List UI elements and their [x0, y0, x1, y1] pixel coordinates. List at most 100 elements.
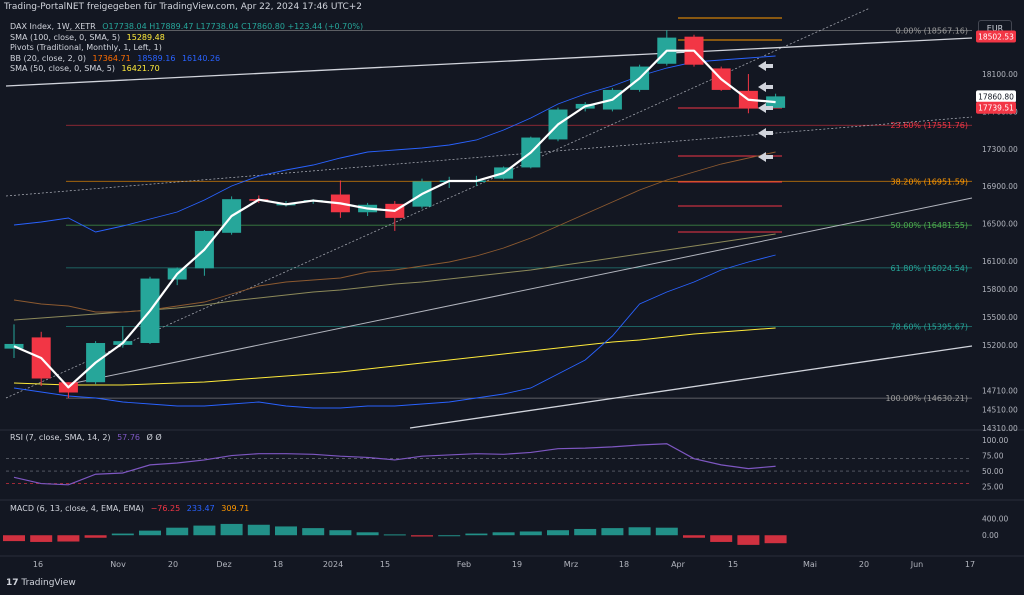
y-tick-label: 17300.00: [982, 145, 1018, 154]
white-average-line: [13, 49, 776, 389]
y-tick-label: 14310.00: [982, 424, 1018, 433]
macd-histogram-bar: [655, 527, 678, 536]
macd-histogram-bar: [3, 535, 25, 542]
bb-upper-value: 18589.16: [137, 53, 176, 63]
arrow-marker-icon: [758, 82, 773, 92]
pivots-label: Pivots (Traditional, Monthly, 1, Left, 1…: [10, 43, 162, 52]
x-tick-label: 18: [619, 560, 629, 569]
arrow-marker-icon: [758, 103, 773, 113]
pivots-row[interactable]: Pivots (Traditional, Monthly, 1, Left, 1…: [10, 43, 363, 54]
bb-lower-value: 16140.26: [181, 53, 221, 63]
y-tick-label: 15800.00: [982, 285, 1018, 294]
sma50-line: [13, 233, 776, 321]
x-tick-label: 17: [965, 560, 975, 569]
macd-histogram-bar: [193, 525, 216, 536]
macd-histogram-bar: [356, 532, 379, 536]
fib-level-label: 100.00% (14630.21): [885, 394, 968, 403]
macd-histogram-bar: [574, 528, 597, 536]
macd-histogram-bar: [465, 533, 488, 536]
rsi-tick-label: 100.00: [982, 436, 1008, 445]
macd-histogram-bar: [329, 530, 352, 536]
rsi-extra: Ø Ø: [146, 433, 162, 442]
trend-line-upper: [5, 37, 973, 87]
macd-histogram-bar: [519, 531, 542, 536]
fib-level-label: 23.60% (17551.76): [891, 121, 968, 130]
arrow-marker-icon: [758, 152, 773, 162]
macd-value-2: 233.47: [186, 504, 215, 513]
sma100-row[interactable]: SMA (100, close, 0, SMA, 5) 15289.48: [10, 33, 363, 44]
arrow-marker-icon: [758, 61, 773, 71]
bb-basis-line: [13, 151, 776, 313]
y-tick-label: 14710.00: [982, 387, 1018, 396]
price-tag-last: [976, 90, 1016, 103]
symbol-label: DAX Index, 1W, XETR: [10, 22, 96, 31]
macd-histogram-bar: [383, 534, 406, 536]
macd-histogram-bar: [111, 533, 134, 536]
macd-histogram-bar: [57, 535, 80, 542]
tradingview-logo-icon: 17: [6, 578, 19, 588]
y-tick-label: 15200.00: [982, 341, 1018, 350]
y-tick-label: 14510.00: [982, 405, 1018, 414]
ohlc-values: O17738.04 H17889.47 L17738.04 C17860.80 …: [102, 22, 364, 31]
macd-value-3: 309.71: [221, 504, 250, 513]
x-tick-label: Mai: [803, 560, 817, 569]
macd-histogram-bar: [547, 530, 569, 536]
macd-histogram-bar: [683, 535, 705, 538]
rsi-label: RSI (7, close, SMA, 14, 2): [10, 433, 111, 442]
trend-line-dotted: [5, 116, 973, 197]
sma100-value: 15289.48: [126, 32, 165, 42]
macd-histogram-bar: [30, 535, 53, 542]
arrow-marker-icon: [758, 128, 773, 138]
x-tick-label: 15: [380, 560, 390, 569]
fib-level-label: 50.00% (16481.55): [891, 221, 968, 230]
sma50-value: 16421.70: [121, 64, 160, 73]
y-tick-label: 16900.00: [982, 182, 1018, 191]
sma100-line: [13, 327, 776, 386]
macd-histogram-bar: [275, 526, 297, 536]
trend-line-lower: [409, 345, 973, 429]
y-tick-label: 16500.00: [982, 219, 1018, 228]
price-tag-label: 17860.80: [978, 92, 1014, 101]
macd-histogram-bar: [737, 535, 760, 545]
x-tick-label: Jun: [910, 560, 924, 569]
y-tick-label: 18100.00: [982, 70, 1018, 79]
bb-row[interactable]: BB (20, close, 2, 0) 17364.71 18589.16 1…: [10, 54, 363, 65]
macd-histogram-bar: [84, 535, 107, 538]
rsi-value: 57.76: [117, 433, 140, 442]
macd-legend[interactable]: MACD (6, 13, close, 4, EMA, EMA) −76.25 …: [10, 504, 249, 513]
macd-histogram-bar: [710, 535, 733, 542]
sma50-label: SMA (50, close, 0, SMA, 5): [10, 64, 115, 73]
sma100-label: SMA (100, close, 0, SMA, 5): [10, 32, 121, 42]
rsi-tick-label: 50.00: [982, 467, 1004, 476]
macd-histogram-bar: [628, 527, 651, 536]
x-tick-label: Feb: [457, 560, 471, 569]
sma50-row[interactable]: SMA (50, close, 0, SMA, 5) 16421.70: [10, 64, 363, 75]
fib-level-label: 38.20% (16951.59): [891, 177, 968, 186]
price-tag-label: 18502.53: [978, 32, 1014, 41]
bb-lower-line: [13, 254, 776, 409]
chart-share-title: Trading-PortalNET freigegeben für Tradin…: [4, 2, 362, 12]
rsi-legend[interactable]: RSI (7, close, SMA, 14, 2) 57.76 Ø Ø: [10, 433, 162, 442]
macd-histogram-bar: [492, 532, 515, 536]
x-tick-label: 2024: [323, 560, 343, 569]
x-tick-label: Dez: [216, 560, 231, 569]
macd-histogram-bar: [220, 523, 243, 536]
x-tick-label: 15: [728, 560, 738, 569]
brand-label: TradingView: [21, 578, 76, 588]
macd-histogram-bar: [247, 524, 270, 536]
symbol-row[interactable]: DAX Index, 1W, XETR O17738.04 H17889.47 …: [10, 22, 363, 33]
rsi-line: [13, 443, 776, 486]
bb-basis-value: 17364.71: [92, 53, 131, 63]
macd-label: MACD (6, 13, close, 4, EMA, EMA): [10, 504, 145, 513]
x-tick-label: Apr: [671, 560, 686, 569]
fib-level-label: 78.60% (15395.67): [891, 323, 968, 332]
price-tag-label: 17739.51: [978, 104, 1014, 113]
macd-tick-label: 0.00: [982, 531, 999, 540]
x-tick-label: 19: [512, 560, 522, 569]
macd-histogram-bar: [601, 528, 624, 536]
macd-tick-label: 400.00: [982, 514, 1008, 523]
macd-histogram-bar: [411, 535, 433, 537]
rsi-tick-label: 25.00: [982, 483, 1004, 492]
y-tick-label: 15500.00: [982, 313, 1018, 322]
